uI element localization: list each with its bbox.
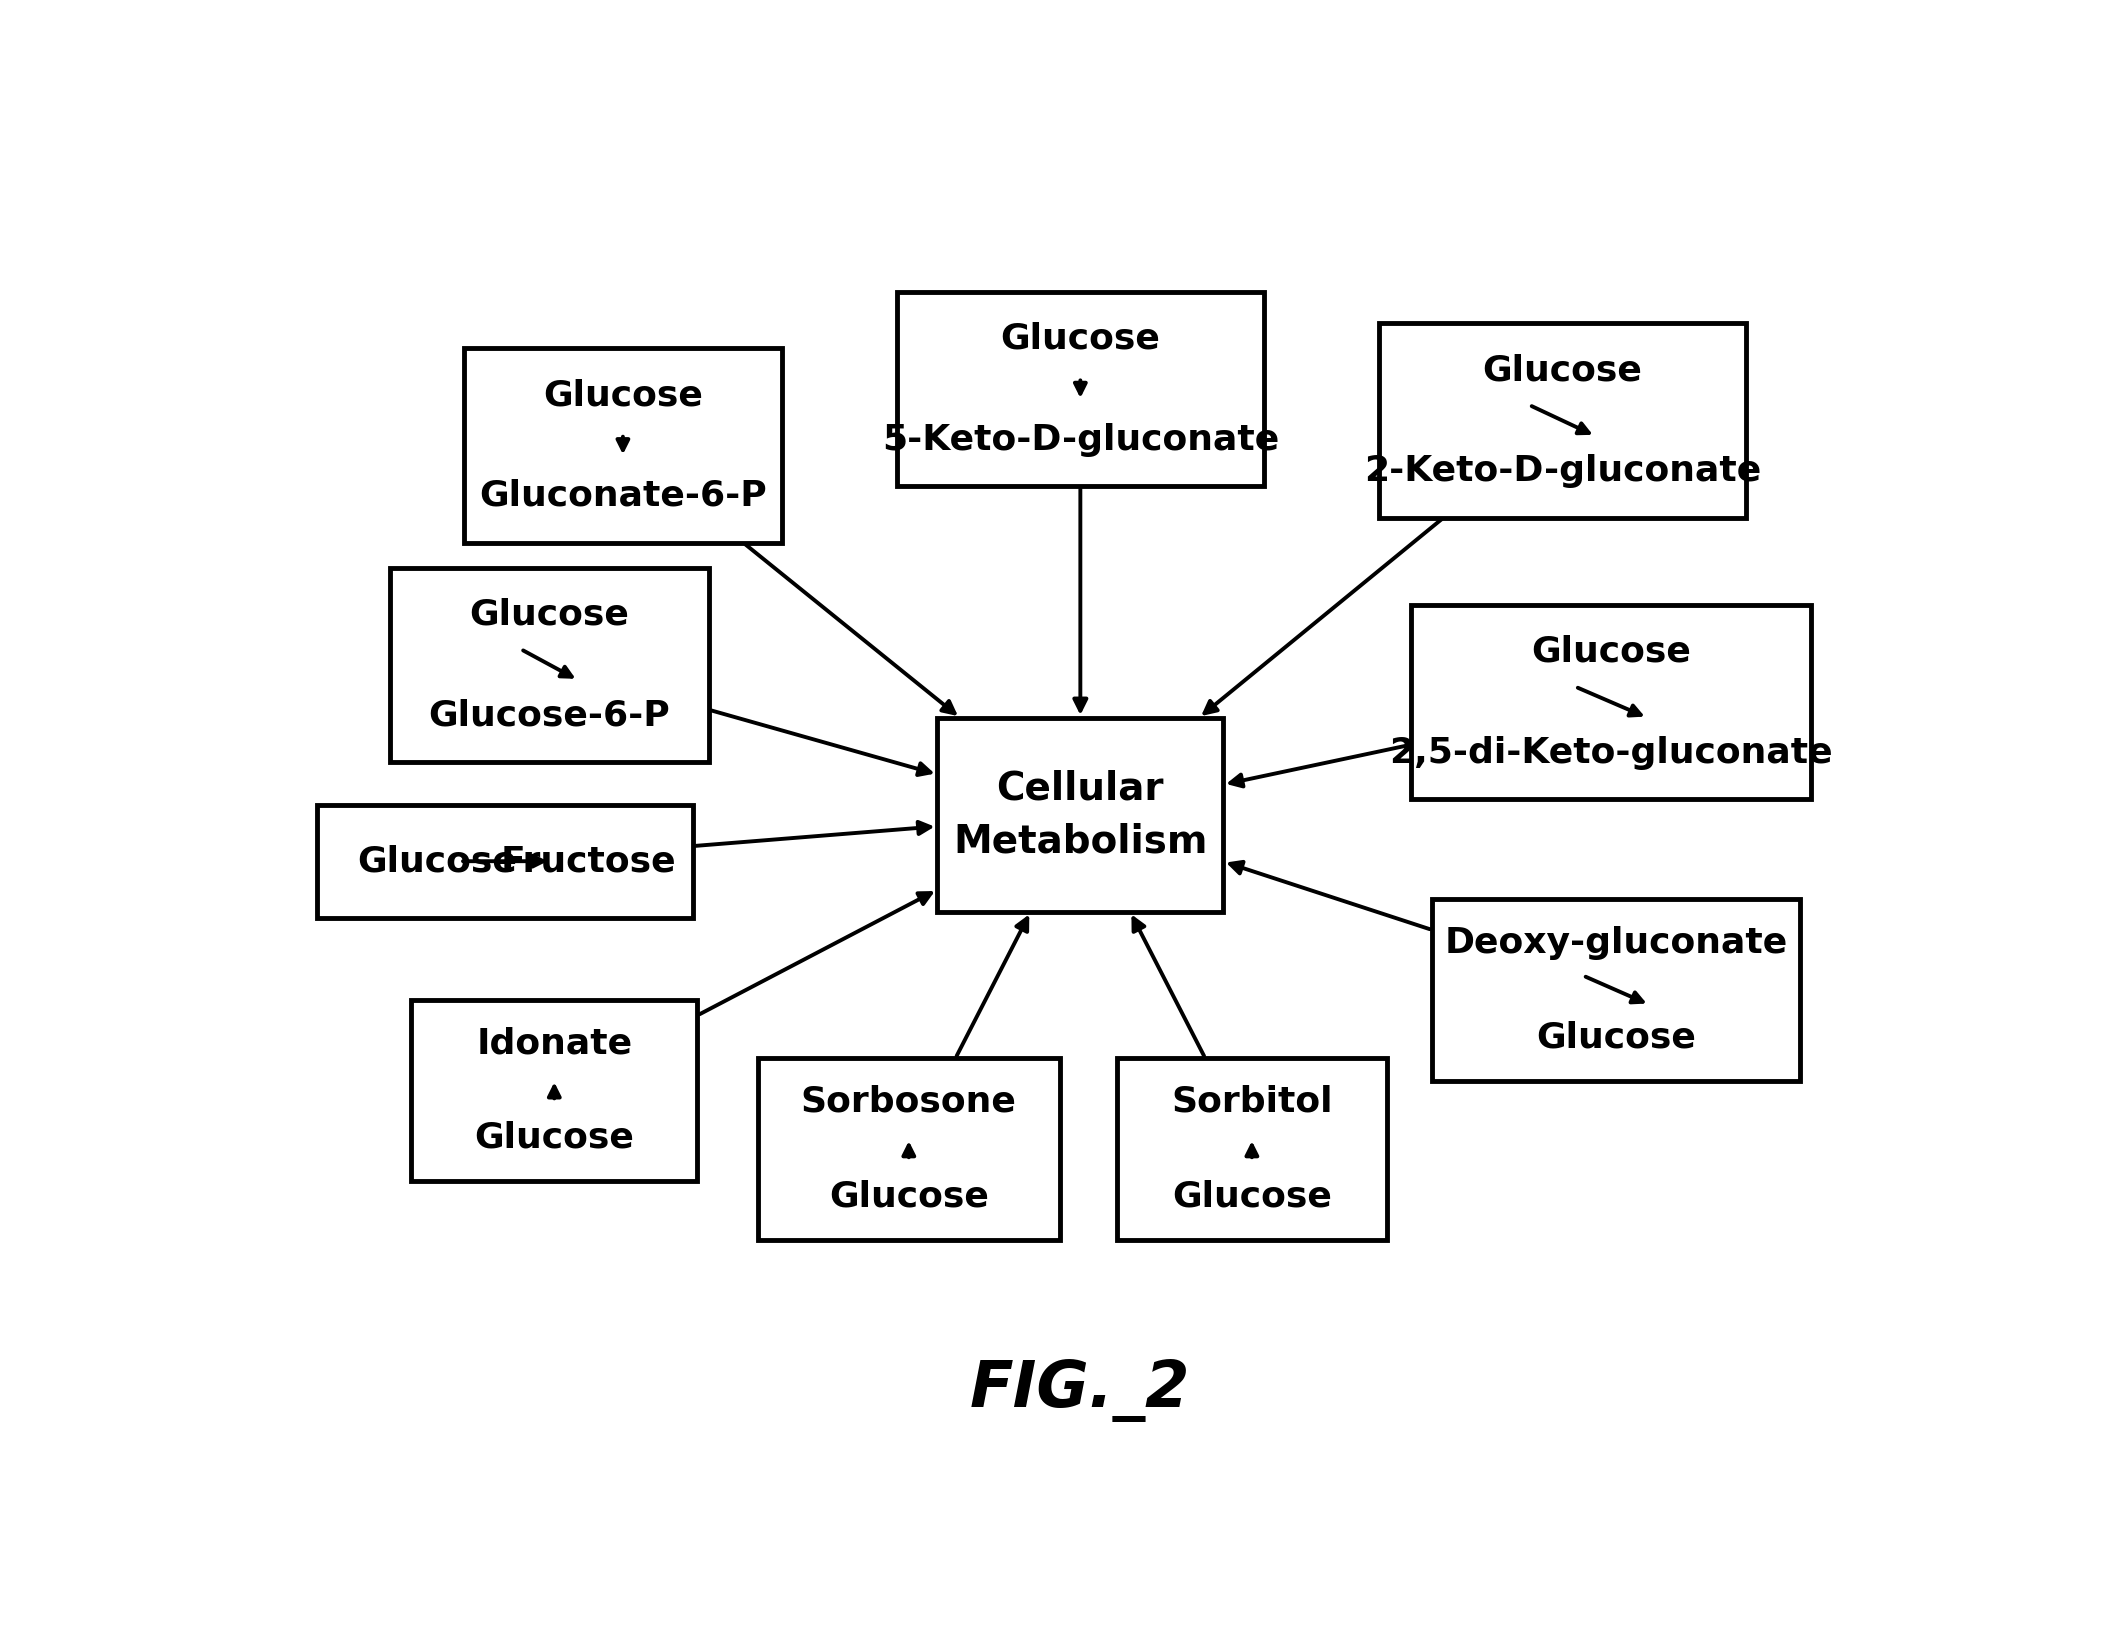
Text: 5-Keto-D-gluconate: 5-Keto-D-gluconate	[881, 423, 1280, 457]
Text: Glucose-6-P: Glucose-6-P	[428, 698, 670, 732]
Text: Glucose: Glucose	[1537, 1021, 1697, 1054]
FancyBboxPatch shape	[318, 805, 694, 917]
Text: Glucose: Glucose	[828, 1179, 989, 1213]
Text: 2-Keto-D-gluconate: 2-Keto-D-gluconate	[1364, 454, 1760, 488]
Text: Cellular
Metabolism: Cellular Metabolism	[953, 769, 1208, 860]
Text: Sorbosone: Sorbosone	[801, 1085, 1016, 1119]
Text: Glucose: Glucose	[1530, 634, 1691, 668]
Text: Idonate: Idonate	[476, 1026, 632, 1060]
Text: Deoxy-gluconate: Deoxy-gluconate	[1444, 925, 1788, 959]
FancyBboxPatch shape	[411, 1000, 698, 1180]
Text: Glucose: Glucose	[474, 1120, 635, 1154]
Text: FIG._2: FIG._2	[970, 1359, 1191, 1423]
Text: Gluconate-6-P: Gluconate-6-P	[479, 480, 767, 512]
Text: Sorbitol: Sorbitol	[1172, 1085, 1332, 1119]
FancyBboxPatch shape	[757, 1059, 1060, 1241]
FancyBboxPatch shape	[1433, 899, 1800, 1081]
Text: 2,5-di-Keto-gluconate: 2,5-di-Keto-gluconate	[1389, 735, 1834, 769]
Text: Glucose: Glucose	[1482, 353, 1642, 387]
FancyBboxPatch shape	[1379, 324, 1745, 517]
FancyBboxPatch shape	[464, 348, 782, 543]
FancyBboxPatch shape	[390, 567, 708, 761]
Text: Glucose: Glucose	[1001, 322, 1159, 356]
FancyBboxPatch shape	[896, 293, 1265, 486]
Text: Fructose: Fructose	[500, 844, 677, 878]
FancyBboxPatch shape	[938, 717, 1223, 912]
Text: Glucose: Glucose	[1172, 1179, 1332, 1213]
Text: Glucose: Glucose	[358, 844, 519, 878]
Text: Glucose: Glucose	[544, 379, 702, 411]
FancyBboxPatch shape	[1117, 1059, 1387, 1241]
Text: Glucose: Glucose	[470, 597, 630, 631]
FancyBboxPatch shape	[1410, 605, 1811, 800]
